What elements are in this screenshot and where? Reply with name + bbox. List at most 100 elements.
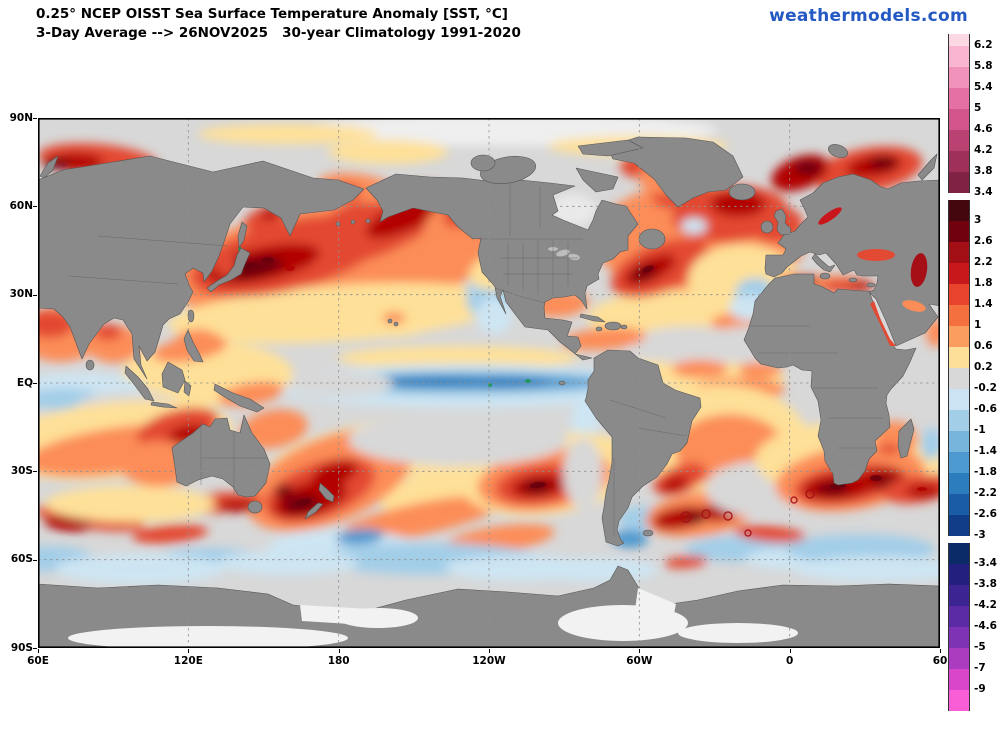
colorbar-tick-label: 3	[974, 214, 982, 226]
colorbar-tick-label: -1.8	[974, 466, 997, 478]
colorbar-segment	[948, 585, 970, 606]
eddy-speckles	[238, 247, 927, 537]
colorbar-segment	[948, 109, 970, 130]
colorbar-segment	[948, 130, 970, 151]
colorbar-segment	[948, 347, 970, 368]
colorbar-tick-label: -2.2	[974, 487, 997, 499]
colorbar-tick-label: -4.6	[974, 620, 997, 632]
colorbar-segment	[948, 368, 970, 389]
colorbar-segment	[948, 627, 970, 648]
colorbar-tick-label: -5	[974, 641, 986, 653]
lat-tick-label: 30S	[10, 464, 33, 477]
colorbar-segment	[948, 88, 970, 109]
colorbar-segment	[948, 326, 970, 347]
colorbar-tick-label: 5	[974, 102, 982, 114]
sst-anomaly-map-svg	[38, 118, 940, 648]
lon-tick-mark	[338, 649, 340, 653]
colorbar-segment	[948, 172, 970, 193]
landmasses	[38, 136, 940, 648]
colorbar-segment	[948, 494, 970, 515]
colorbar-tick-label: 6.2	[974, 39, 993, 51]
lat-tick-mark	[33, 206, 37, 208]
colorbar-tick-label: 0.2	[974, 361, 993, 373]
colorbar-tick-label: -1.4	[974, 445, 997, 457]
lat-tick-mark	[33, 648, 37, 649]
lat-tick-mark	[33, 471, 37, 473]
lat-tick-label: 90S	[10, 641, 33, 654]
colorbar-tick-label: -4.2	[974, 599, 997, 611]
colorbar-segment	[948, 151, 970, 172]
lon-tick-mark	[188, 649, 190, 653]
colorbar-segment	[948, 46, 970, 67]
lat-tick-mark	[33, 559, 37, 561]
chart-title-line2: 3-Day Average --> 26NOV2025 30-year Clim…	[36, 25, 521, 41]
lon-tick-label: 60W	[626, 655, 653, 667]
lon-tick-label: 60	[932, 655, 948, 667]
colorbar-tick-label: -9	[974, 683, 986, 695]
colorbar-tick-label: 5.8	[974, 60, 993, 72]
lon-tick-mark	[940, 649, 941, 653]
colorbar-tick-label: -3.8	[974, 578, 997, 590]
lat-tick-label: EQ	[16, 376, 33, 389]
colorbar-segment	[948, 263, 970, 284]
colorbar-segment	[948, 284, 970, 305]
colorbar-tick-label: 4.6	[974, 123, 993, 135]
lon-tick-mark	[489, 649, 490, 653]
lon-tick-label: 120W	[472, 655, 506, 667]
colorbar-tick-label: -3	[974, 529, 986, 541]
colorbar-segment	[948, 305, 970, 326]
lon-tick-mark	[789, 649, 791, 653]
colorbar-segment	[948, 648, 970, 669]
colorbar-segment	[948, 606, 970, 627]
colorbar: 6.2 5.8 5.4 5 4.6 4.2 3.8 3.4 3 2.6 2.2 1.8 1.4 1 0.6 0…	[948, 34, 997, 734]
colorbar-segment	[948, 389, 970, 410]
colorbar-tick-label: 2.6	[974, 235, 993, 247]
colorbar-segment	[948, 564, 970, 585]
colorbar-segment	[948, 690, 970, 711]
colorbar-tick-label: 2.2	[974, 256, 993, 268]
colorbar-segment	[948, 34, 970, 46]
world-map-plot	[38, 118, 940, 648]
colorbar-tick-label: -7	[974, 662, 986, 674]
lon-tick-label: 120E	[173, 655, 203, 667]
lat-tick-label: 60S	[10, 553, 33, 566]
chart-title-line1: 0.25° NCEP OISST Sea Surface Temperature…	[36, 6, 508, 22]
colorbar-tick-label: 3.4	[974, 186, 993, 198]
colorbar-segment	[948, 452, 970, 473]
colorbar-tick-label: 1.4	[974, 298, 993, 310]
colorbar-tick-label: 1	[974, 319, 982, 331]
marginal-seas	[548, 207, 928, 346]
colorbar-tick-label: 4.2	[974, 144, 993, 156]
ice-shelves	[68, 588, 798, 648]
map-frame	[38, 118, 940, 648]
lon-tick-label: 0	[786, 655, 794, 667]
lat-tick-label: 90N	[9, 111, 33, 124]
lat-tick-mark	[33, 118, 37, 119]
lat-tick-label: 60N	[9, 199, 33, 212]
lon-tick-mark	[38, 649, 39, 653]
lon-tick-label: 60E	[27, 655, 49, 667]
ocean-anomaly-field	[38, 118, 940, 584]
lat-tick-mark	[33, 294, 37, 296]
colorbar-tick-label: 5.4	[974, 81, 993, 93]
colorbar-tick-label: -1	[974, 424, 986, 436]
colorbar-tick-label: 3.8	[974, 165, 993, 177]
colorbar-segment	[948, 669, 970, 690]
colorbar-segment	[948, 200, 970, 221]
graticule	[38, 118, 940, 648]
lon-tick-label: 180	[327, 655, 350, 667]
colorbar-tick-label: -0.6	[974, 403, 997, 415]
colorbar-segment	[948, 473, 970, 494]
colorbar-segment	[948, 242, 970, 263]
weathermodels-brand-link[interactable]: weathermodels.com	[769, 6, 968, 26]
colorbar-segment	[948, 515, 970, 536]
lon-tick-mark	[639, 649, 641, 653]
lat-tick-mark	[33, 383, 37, 384]
colorbar-segment	[948, 543, 970, 564]
colorbar-tick-label: -2.6	[974, 508, 997, 520]
colorbar-tick-label: 1.8	[974, 277, 993, 289]
colorbar-tick-label: -0.2	[974, 382, 997, 394]
colorbar-segment	[948, 410, 970, 431]
colorbar-segment	[948, 431, 970, 452]
